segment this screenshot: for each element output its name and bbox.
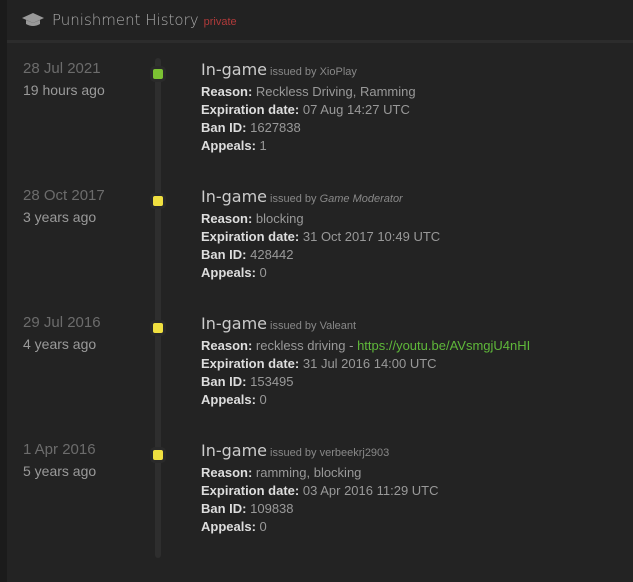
timeline-line <box>155 58 161 558</box>
ban-id-row: Ban ID: 153495 <box>201 374 294 389</box>
expiration-row: Expiration date: 03 Apr 2016 11:29 UTC <box>201 483 439 498</box>
panel-title: Punishment History <box>52 11 199 29</box>
punishment-entry: 1 Apr 2016 5 years ago In-game issued by … <box>7 441 633 561</box>
entry-date: 1 Apr 2016 <box>23 441 96 458</box>
issuer-name: verbeekrj2903 <box>319 447 390 459</box>
entry-relative-time: 3 years ago <box>23 209 97 225</box>
ban-id-row: Ban ID: 1627838 <box>201 120 301 135</box>
issued-by: issued by XioPlay <box>270 66 357 78</box>
issued-by: issued by Game Moderator <box>270 193 403 205</box>
punishment-entry: 28 Jul 2021 19 hours ago In-game issued b… <box>7 60 633 180</box>
issued-by: issued by Valeant <box>270 320 357 332</box>
appeals-row: Appeals: 0 <box>201 392 267 407</box>
panel-header: Punishment History private <box>7 0 633 43</box>
ban-id-row: Ban ID: 428442 <box>201 247 294 262</box>
reason-row: Reason: blocking <box>201 211 304 226</box>
issuer-name: Game Moderator <box>319 193 403 205</box>
entry-date: 29 Jul 2016 <box>23 314 101 331</box>
appeals-row: Appeals: 1 <box>201 138 267 153</box>
issuer-name: XioPlay <box>319 66 357 78</box>
entry-type: In-game <box>201 314 268 333</box>
entry-type: In-game <box>201 60 268 79</box>
entry-type: In-game <box>201 441 268 460</box>
private-badge: private <box>203 16 237 28</box>
issuer-name: Valeant <box>319 320 357 332</box>
expiration-row: Expiration date: 31 Jul 2016 14:00 UTC <box>201 356 437 371</box>
status-dot <box>153 450 163 460</box>
expiration-row: Expiration date: 31 Oct 2017 10:49 UTC <box>201 229 441 244</box>
reason-row: Reason: reckless driving - https://youtu… <box>201 338 531 353</box>
status-dot <box>153 196 163 206</box>
issued-by: issued by verbeekrj2903 <box>270 447 390 459</box>
ban-id-row: Ban ID: 109838 <box>201 501 294 516</box>
punishment-entry: 29 Jul 2016 4 years ago In-game issued by… <box>7 314 633 434</box>
entry-relative-time: 5 years ago <box>23 463 97 479</box>
appeals-row: Appeals: 0 <box>201 519 267 534</box>
appeals-row: Appeals: 0 <box>201 265 267 280</box>
graduation-cap-icon <box>22 13 44 26</box>
status-dot <box>153 323 163 333</box>
entry-date: 28 Jul 2021 <box>23 60 101 77</box>
punishment-history-panel: Punishment History private 28 Jul 2021 1… <box>7 0 633 582</box>
reason-row: Reason: ramming, blocking <box>201 465 362 480</box>
entry-date: 28 Oct 2017 <box>23 187 105 204</box>
punishment-entry: 28 Oct 2017 3 years ago In-game issued by… <box>7 187 633 307</box>
reason-link[interactable]: https://youtu.be/AVsmgjU4nHI <box>357 338 531 353</box>
entry-relative-time: 19 hours ago <box>23 82 105 98</box>
expiration-row: Expiration date: 07 Aug 14:27 UTC <box>201 102 410 117</box>
reason-row: Reason: Reckless Driving, Ramming <box>201 84 416 99</box>
entry-type: In-game <box>201 187 268 206</box>
entry-relative-time: 4 years ago <box>23 336 97 352</box>
status-dot <box>153 69 163 79</box>
